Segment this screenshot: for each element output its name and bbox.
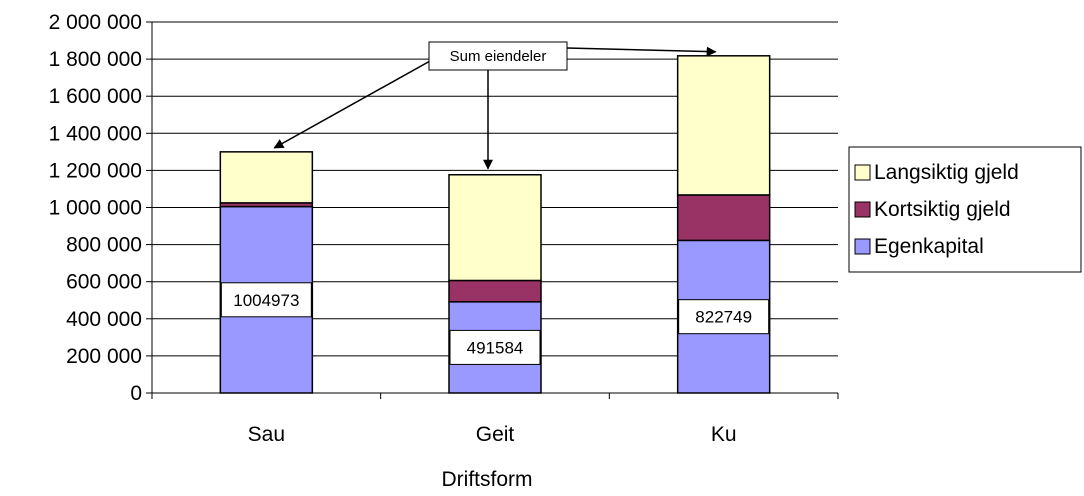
y-tick-label: 1 200 000	[49, 159, 142, 182]
bar-segment	[448, 173, 542, 282]
legend-item: Egenkapital	[854, 235, 984, 258]
data-label: 1004973	[220, 282, 312, 318]
bar-segment	[219, 151, 314, 204]
bar-segment	[448, 279, 542, 303]
data-label-box	[220, 282, 312, 318]
data-label-box	[678, 299, 770, 335]
data-label-text: 491584	[467, 338, 524, 357]
legend-swatch	[854, 164, 871, 181]
callout-arrow	[273, 55, 440, 149]
legend-label: Langsiktig gjeld	[874, 161, 1019, 184]
y-tick-label: 1 600 000	[49, 85, 142, 108]
y-tick-label: 2 000 000	[49, 11, 142, 34]
x-category-label: Ku	[711, 423, 737, 446]
x-category-label: Geit	[476, 423, 515, 446]
legend-label: Egenkapital	[874, 235, 984, 258]
legend: Langsiktig gjeld Kortsiktig gjeld Egenkapi…	[848, 146, 1082, 273]
legend-box	[848, 146, 1082, 273]
y-tick-label: 800 000	[66, 234, 142, 257]
callout-text: Sum eiendeler	[450, 48, 547, 65]
callout-arrow	[566, 46, 717, 57]
y-tick-label: 1 800 000	[49, 48, 142, 71]
data-label-box	[449, 329, 541, 365]
y-tick-label: 600 000	[66, 271, 142, 294]
data-labels: 1004973 491584 822749	[220, 282, 770, 365]
y-tick-label: 200 000	[66, 345, 142, 368]
bar-segment	[676, 194, 771, 242]
legend-item: Langsiktig gjeld	[854, 161, 1019, 184]
data-label-text: 822749	[695, 308, 752, 327]
legend-item: Kortsiktig gjeld	[854, 198, 1011, 221]
x-category-label: Sau	[248, 423, 285, 446]
legend-label: Kortsiktig gjeld	[874, 198, 1011, 221]
y-tick-label: 1 400 000	[49, 122, 142, 145]
data-label-text: 1004973	[233, 291, 299, 310]
data-label: 822749	[678, 299, 770, 335]
callout-box	[428, 41, 568, 71]
y-tick-label: 0	[130, 382, 142, 405]
data-label: 491584	[449, 329, 541, 365]
bar-segment	[676, 55, 771, 196]
x-axis-label: Driftsform	[442, 468, 533, 491]
sum-eiendeler-callout: Sum eiendeler	[273, 41, 717, 170]
y-tick-label: 400 000	[66, 308, 142, 331]
y-tick-labels: 0 200 000 400 000 600 000 800 000 1 000 000 1 …	[49, 11, 152, 405]
legend-swatch	[854, 238, 871, 255]
legend-swatch	[854, 201, 871, 218]
y-tick-label: 1 000 000	[49, 197, 142, 220]
x-category-labels: Sau Geit Ku	[248, 423, 737, 446]
